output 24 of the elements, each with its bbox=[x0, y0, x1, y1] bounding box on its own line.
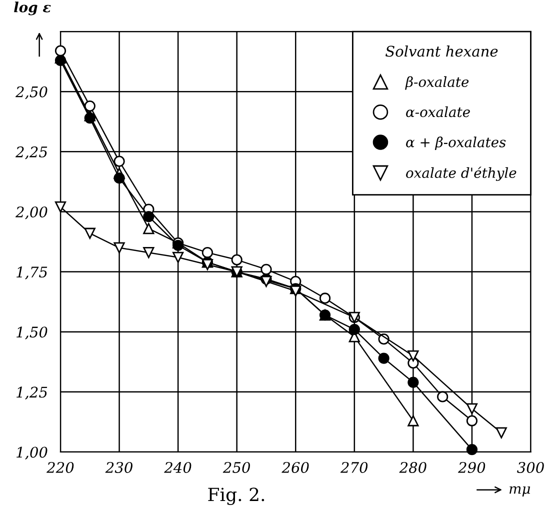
x-tick-label: 270 bbox=[340, 462, 368, 474]
y-tick-label: 1,00 bbox=[16, 446, 48, 460]
y-tick-label: 2,25 bbox=[15, 146, 48, 160]
legend-label: α-oxalate bbox=[406, 106, 470, 118]
x-tick-label: 280 bbox=[399, 462, 426, 474]
y-tick-label: 2,50 bbox=[15, 86, 48, 100]
x-axis-title: mμ bbox=[510, 486, 530, 497]
y-axis-title: log ε bbox=[14, 2, 51, 16]
x-tick-label: 230 bbox=[105, 462, 132, 474]
y-tick-label: 1,50 bbox=[16, 326, 48, 340]
legend-label: oxalate d'éthyle bbox=[406, 166, 516, 181]
x-tick-label: 290 bbox=[458, 462, 486, 474]
legend-label: α + β-oxalates bbox=[406, 136, 506, 150]
x-tick-label: 260 bbox=[282, 462, 309, 474]
y-tick-label: 1,75 bbox=[16, 266, 48, 280]
y-tick-label: 2,00 bbox=[15, 206, 48, 220]
x-tick-label: 250 bbox=[222, 462, 250, 474]
text: Fig. 2. bbox=[208, 488, 264, 506]
x-tick-label: 220 bbox=[46, 462, 74, 474]
legend-label: β-oxalate bbox=[405, 76, 469, 90]
x-tick-label: 240 bbox=[164, 462, 192, 474]
legend-title: Solvant hexane bbox=[386, 45, 498, 57]
x-tick-label: 300 bbox=[517, 462, 544, 474]
y-tick-label: 1,25 bbox=[16, 386, 48, 400]
